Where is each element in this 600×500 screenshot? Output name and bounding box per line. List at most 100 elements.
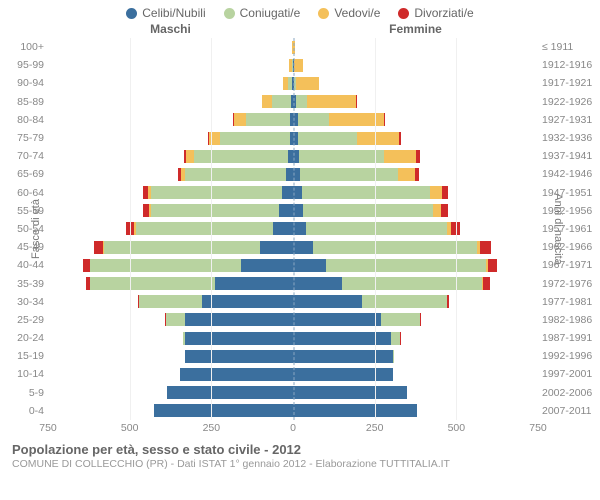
male-bar xyxy=(48,350,293,363)
male-bar xyxy=(48,295,293,308)
age-label: 0-4 xyxy=(0,405,48,417)
gridline xyxy=(375,38,376,420)
bar-segment xyxy=(420,313,421,326)
age-label: 90-94 xyxy=(0,77,48,89)
year-label: 1962-1966 xyxy=(538,241,600,253)
age-row: 75-791932-1936 xyxy=(0,129,600,147)
year-label: 1947-1951 xyxy=(538,187,600,199)
year-label: 1982-1986 xyxy=(538,314,600,326)
male-bar xyxy=(48,241,293,254)
female-bar xyxy=(293,150,538,163)
age-row: 45-491962-1966 xyxy=(0,238,600,256)
bar-segment xyxy=(185,313,293,326)
age-row: 25-29 1982-1986 xyxy=(0,311,600,329)
age-row: 5-92002-2006 xyxy=(0,384,600,402)
gridline xyxy=(130,38,131,420)
bar-segment xyxy=(241,259,293,272)
bar-segment xyxy=(282,186,293,199)
bar-segment xyxy=(480,241,491,254)
bar-segment xyxy=(433,204,440,217)
bar-segment xyxy=(215,277,293,290)
age-label: 25-29 xyxy=(0,314,48,326)
age-row: 95-991912-1916 xyxy=(0,56,600,74)
x-tick: 500 xyxy=(121,422,139,434)
bar-segment xyxy=(296,77,319,90)
age-row: 85-891922-1926 xyxy=(0,93,600,111)
year-label: 1997-2001 xyxy=(538,368,600,380)
bar-segment xyxy=(299,150,384,163)
bar-segment xyxy=(302,186,429,199)
age-row: 15-191992-1996 xyxy=(0,347,600,365)
bar-segment xyxy=(185,168,286,181)
bar-segment xyxy=(306,222,446,235)
legend-swatch xyxy=(126,8,137,19)
year-label: 1917-1921 xyxy=(538,77,600,89)
year-label: 1912-1916 xyxy=(538,59,600,71)
female-bar xyxy=(293,368,538,381)
population-pyramid-chart: Celibi/Nubili Coniugati/e Vedovi/e Divorzia… xyxy=(0,0,600,500)
plot-area: Fasce di età Anni di nascita 100+≤ 19119… xyxy=(0,38,600,420)
female-bar xyxy=(293,386,538,399)
female-bar xyxy=(293,277,538,290)
female-bar xyxy=(293,113,538,126)
bar-segment xyxy=(136,222,273,235)
bar-segment xyxy=(294,59,303,72)
male-bar xyxy=(48,95,293,108)
center-line xyxy=(294,38,295,420)
bar-segment xyxy=(260,241,293,254)
age-label: 65-69 xyxy=(0,168,48,180)
bar-segment xyxy=(246,113,290,126)
age-row: 20-241987-1991 xyxy=(0,329,600,347)
bar-segment xyxy=(483,277,490,290)
age-row: 30-341977-1981 xyxy=(0,293,600,311)
female-bar xyxy=(293,313,538,326)
bar-segment xyxy=(194,150,289,163)
age-label: 75-79 xyxy=(0,132,48,144)
age-label: 10-14 xyxy=(0,368,48,380)
bar-segment xyxy=(293,386,407,399)
legend-item: Divorziati/e xyxy=(398,6,473,20)
bars-area: 100+≤ 191195-991912-191690-941917-192185… xyxy=(0,38,600,420)
bar-segment xyxy=(298,113,329,126)
x-tick: 750 xyxy=(39,422,57,434)
male-bar xyxy=(48,332,293,345)
year-label: 1942-1946 xyxy=(538,168,600,180)
age-label: 70-74 xyxy=(0,150,48,162)
year-label: 1952-1956 xyxy=(538,205,600,217)
bar-segment xyxy=(441,204,448,217)
male-bar xyxy=(48,186,293,199)
male-bar xyxy=(48,204,293,217)
bar-segment xyxy=(398,168,416,181)
caption-subtitle: COMUNE DI COLLECCHIO (PR) - Dati ISTAT 1… xyxy=(12,458,588,470)
x-axis-ticks: 7505002500250500750 xyxy=(48,422,538,436)
legend-label: Celibi/Nubili xyxy=(142,6,205,20)
female-bar xyxy=(293,132,538,145)
year-label: 1977-1981 xyxy=(538,296,600,308)
age-row: 0-42007-2011 xyxy=(0,402,600,420)
legend-item: Coniugati/e xyxy=(224,6,301,20)
age-row: 40-441967-1971 xyxy=(0,256,600,274)
year-label: 1927-1931 xyxy=(538,114,600,126)
bar-segment xyxy=(298,132,357,145)
x-tick: 250 xyxy=(203,422,221,434)
female-bar xyxy=(293,332,538,345)
female-bar xyxy=(293,350,538,363)
gridline xyxy=(211,38,212,420)
x-axis: 7505002500250500750 xyxy=(0,422,600,436)
bar-segment xyxy=(303,204,434,217)
bar-segment xyxy=(296,95,306,108)
female-bar xyxy=(293,241,538,254)
bar-segment xyxy=(293,368,393,381)
year-label: 1967-1971 xyxy=(538,259,600,271)
bar-segment xyxy=(262,95,272,108)
legend-swatch xyxy=(318,8,329,19)
bar-segment xyxy=(300,168,398,181)
age-row: 90-94 1917-1921 xyxy=(0,74,600,92)
bar-segment xyxy=(293,350,393,363)
legend-item: Vedovi/e xyxy=(318,6,380,20)
male-header: Maschi xyxy=(0,22,293,36)
bar-segment xyxy=(342,277,482,290)
bar-segment xyxy=(104,241,261,254)
bar-segment xyxy=(326,259,486,272)
female-bar xyxy=(293,77,538,90)
